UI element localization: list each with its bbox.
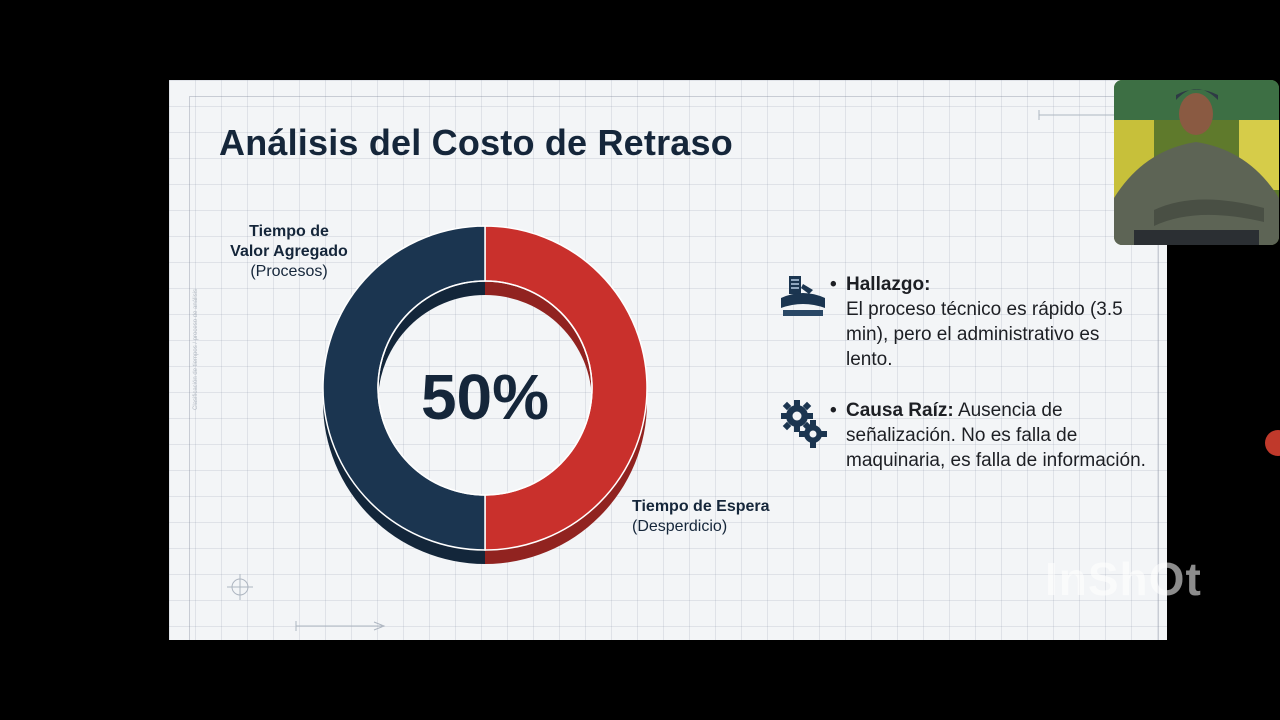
- finding-text: El proceso técnico es rápido (3.5 min), …: [846, 299, 1123, 370]
- finding-title: Hallazgo:: [846, 274, 931, 295]
- webcam-overlay: [1114, 80, 1279, 245]
- label-waiting-time: Tiempo de Espera (Desperdicio): [632, 497, 772, 537]
- inshot-watermark: InShOt: [1045, 553, 1202, 605]
- reception-desk-icon: [781, 276, 825, 316]
- label-value-added-time: Tiempo de Valor Agregado (Procesos): [229, 222, 349, 282]
- crosshair-decoration: [227, 574, 253, 600]
- side-note: Clasificación de tiempos / proceso de an…: [193, 288, 199, 410]
- bullet: •: [830, 274, 837, 295]
- measure-line-decoration: [1038, 110, 1125, 120]
- presentation-slide: Clasificación de tiempos / proceso de an…: [169, 80, 1167, 640]
- finding-causa-raiz: • Causa Raíz: Ausencia de señalización. …: [830, 398, 1146, 473]
- label-value-added-title: Tiempo de Valor Agregado: [230, 223, 348, 260]
- label-value-added-sub: (Procesos): [250, 263, 328, 280]
- measure-arrow-decoration: [295, 621, 386, 631]
- gears-icon: [781, 400, 827, 448]
- label-waiting-sub: (Desperdicio): [632, 518, 728, 535]
- donut-chart: 50%: [322, 225, 648, 564]
- slide-frame: [189, 96, 1159, 640]
- donut-center-label: 50%: [421, 361, 549, 433]
- finding-title: Causa Raíz:: [846, 400, 954, 421]
- presenter-video: [1114, 80, 1279, 245]
- slide-title: Análisis del Costo de Retraso: [219, 122, 733, 163]
- donut-inner-rim: [377, 280, 593, 496]
- finding-hallazgo: • Hallazgo: El proceso técnico es rápido…: [830, 272, 1146, 372]
- finding-text: Ausencia de señalización. No es falla de…: [846, 400, 1146, 471]
- label-waiting-title: Tiempo de Espera: [632, 498, 770, 515]
- record-indicator[interactable]: [1265, 430, 1280, 456]
- bullet: •: [830, 400, 837, 421]
